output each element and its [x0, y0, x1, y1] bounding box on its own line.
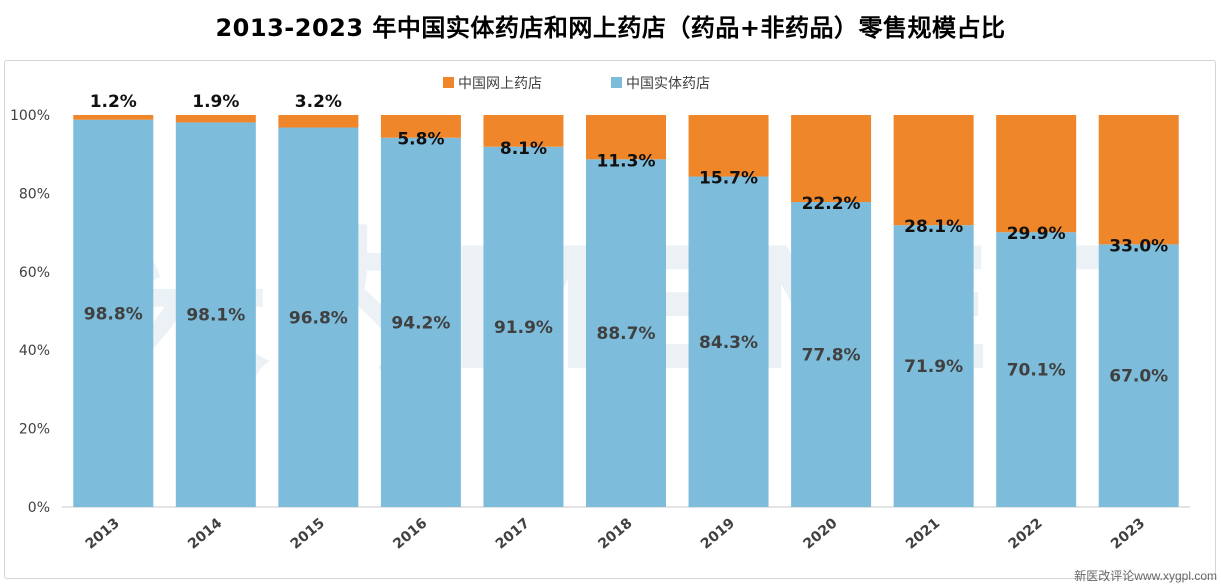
- data-label-physical-2014: 98.1%: [186, 306, 245, 326]
- bar-online-2016: [380, 115, 461, 138]
- bar-physical-2014: [175, 122, 256, 507]
- bar-online-2015: [278, 115, 359, 128]
- data-label-online-2018: 11.3%: [597, 151, 656, 171]
- legend-label: 中国实体药店: [626, 76, 710, 92]
- data-label-physical-2018: 88.7%: [597, 324, 656, 344]
- data-label-physical-2019: 84.3%: [699, 333, 758, 353]
- data-label-physical-2021: 71.9%: [904, 357, 963, 377]
- bar-physical-2016: [380, 137, 461, 507]
- chart-title: 2013-2023 年中国实体药店和网上药店（药品+非药品）零售规模占比: [215, 14, 1006, 42]
- x-tick-label: 2021: [903, 515, 943, 552]
- data-label-online-2021: 28.1%: [904, 217, 963, 237]
- y-tick-label: 100%: [10, 108, 50, 124]
- data-label-physical-2022: 70.1%: [1007, 361, 1066, 381]
- data-label-physical-2013: 98.8%: [84, 304, 143, 324]
- bar-physical-2013: [73, 119, 154, 507]
- bar-online-2020: [791, 115, 872, 203]
- x-tick-label: 2014: [185, 515, 225, 552]
- data-label-physical-2015: 96.8%: [289, 308, 348, 328]
- bar-online-2021: [893, 115, 974, 226]
- bar-physical-2018: [586, 159, 666, 507]
- x-tick-label: 2016: [390, 515, 430, 552]
- x-tick-label: 2018: [595, 515, 635, 552]
- bar-online-2017: [483, 115, 564, 147]
- data-label-online-2019: 15.7%: [699, 169, 758, 189]
- data-label-online-2014: 1.9%: [192, 92, 239, 112]
- legend-swatch: [443, 77, 454, 88]
- y-tick-label: 40%: [19, 343, 50, 359]
- data-label-online-2022: 29.9%: [1007, 224, 1066, 244]
- x-tick-label: 2015: [288, 515, 328, 552]
- bar-physical-2023: [1098, 244, 1179, 508]
- x-tick-label: 2022: [1006, 515, 1046, 552]
- data-label-online-2013: 1.2%: [90, 92, 137, 112]
- data-label-physical-2016: 94.2%: [391, 313, 450, 333]
- bar-online-2018: [586, 115, 666, 160]
- y-tick-label: 60%: [19, 265, 50, 281]
- bar-physical-2015: [278, 127, 359, 507]
- bar-physical-2021: [893, 225, 974, 508]
- legend-swatch: [611, 77, 622, 88]
- data-label-online-2016: 5.8%: [397, 130, 444, 150]
- x-tick-label: 2019: [698, 515, 738, 552]
- chart-frame: [4, 60, 1216, 579]
- source-credit: 新医改评论www.xygpl.com: [1074, 569, 1217, 583]
- bar-physical-2022: [996, 232, 1077, 507]
- y-tick-label: 80%: [19, 186, 50, 202]
- bar-online-2019: [688, 115, 769, 177]
- bar-physical-2019: [688, 176, 769, 507]
- y-tick-label: 0%: [28, 500, 50, 516]
- x-tick-label: 2023: [1108, 515, 1148, 552]
- data-label-online-2023: 33.0%: [1109, 236, 1168, 256]
- bar-online-2013: [73, 115, 154, 120]
- data-label-physical-2023: 67.0%: [1109, 367, 1168, 387]
- y-tick-label: 20%: [19, 422, 50, 438]
- data-label-physical-2020: 77.8%: [802, 346, 861, 366]
- x-tick-label: 2017: [493, 515, 533, 552]
- x-tick-label: 2013: [83, 515, 123, 552]
- x-tick-label: 2020: [800, 515, 840, 552]
- data-label-online-2017: 8.1%: [500, 139, 547, 159]
- data-label-physical-2017: 91.9%: [494, 318, 553, 338]
- data-label-online-2020: 22.2%: [802, 194, 861, 214]
- bar-online-2014: [175, 115, 256, 123]
- bar-physical-2017: [483, 146, 564, 507]
- bar-physical-2020: [791, 202, 872, 508]
- bar-online-2023: [1098, 115, 1179, 245]
- legend-label: 中国网上药店: [458, 76, 542, 92]
- bar-online-2022: [996, 115, 1077, 233]
- data-label-online-2015: 3.2%: [295, 92, 342, 112]
